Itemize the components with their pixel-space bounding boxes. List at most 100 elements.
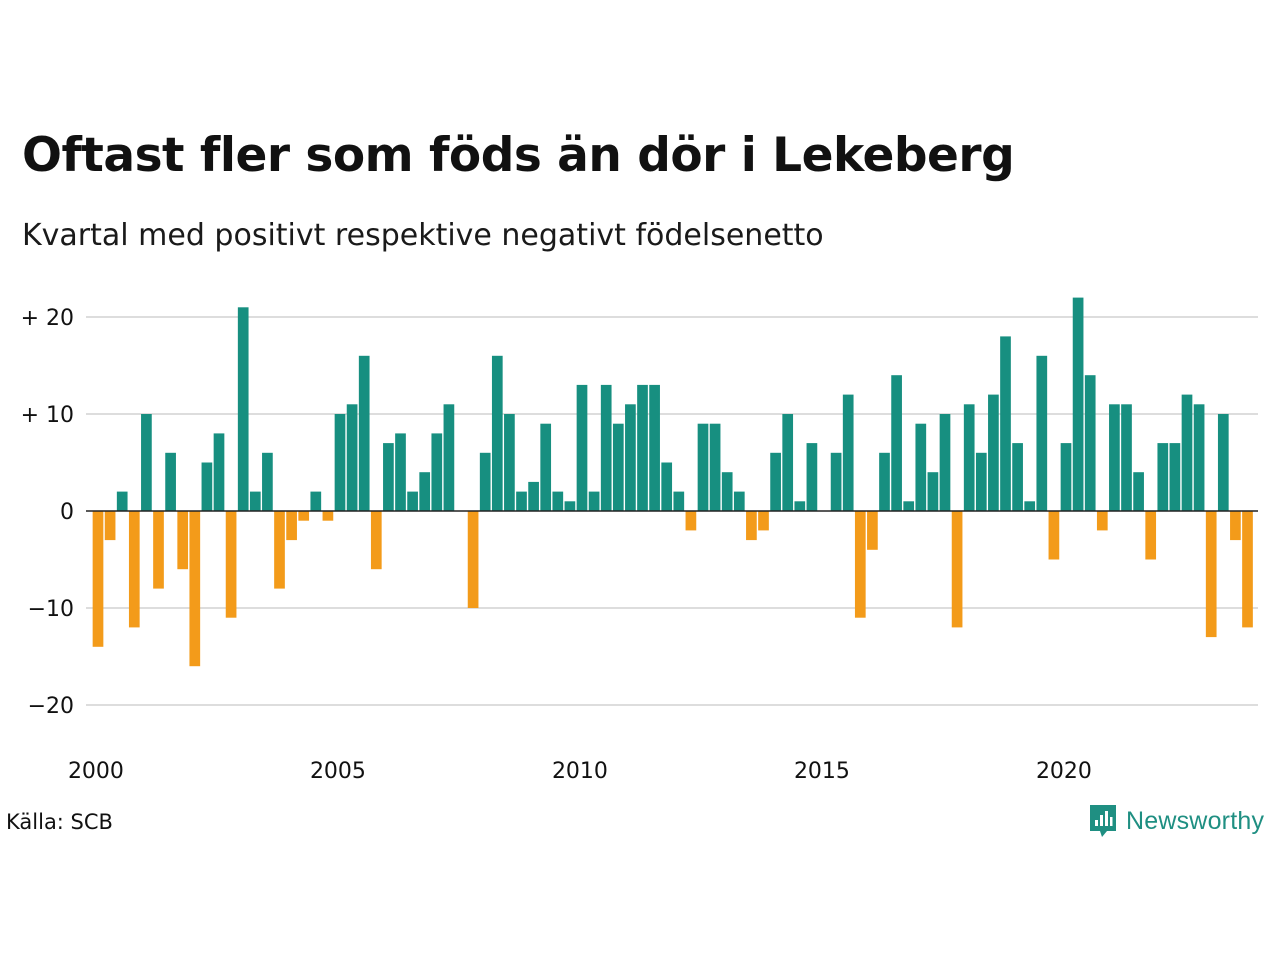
- bar-2003Q4: [274, 511, 285, 589]
- bar-2018Q2: [975, 452, 987, 511]
- bar-2008Q2: [491, 355, 503, 511]
- brand-logo[interactable]: Newsworthy: [1088, 803, 1264, 839]
- bar-2010Q2: [588, 491, 600, 511]
- bar-2023Q1: [1205, 511, 1217, 638]
- bar-2010Q1: [576, 384, 588, 511]
- bar-2021Q1: [1109, 404, 1120, 511]
- bar-2019Q2: [1024, 501, 1036, 511]
- bar-2010Q3: [600, 384, 612, 511]
- x-axis-tick-labels: 2000 2005 2010 2015 2020: [68, 759, 1092, 784]
- newsworthy-logo-icon: [1090, 805, 1116, 837]
- bar-2020Q4: [1096, 511, 1108, 531]
- bars: [92, 297, 1253, 667]
- bar-2023Q4: [1242, 511, 1253, 628]
- bar-2013Q2: [733, 491, 745, 511]
- x-tick-label: 2010: [552, 759, 608, 784]
- bar-2021Q2: [1121, 404, 1132, 511]
- bar-2004Q4: [322, 511, 334, 521]
- bar-2014Q1: [770, 452, 781, 511]
- bar-2009Q4: [564, 501, 576, 511]
- bar-2002Q2: [201, 462, 213, 511]
- bar-2004Q1: [286, 511, 297, 541]
- bar-2000Q1: [92, 511, 104, 647]
- bar-2012Q4: [709, 423, 721, 511]
- bar-2001Q4: [177, 511, 189, 570]
- bar-2005Q4: [370, 511, 382, 570]
- brand-name: Newsworthy: [1126, 806, 1265, 835]
- y-tick-label: −20: [28, 694, 74, 719]
- bar-2008Q1: [479, 452, 491, 511]
- bar-2000Q2: [104, 511, 116, 541]
- bar-2011Q3: [649, 384, 660, 511]
- bar-2012Q2: [685, 511, 697, 531]
- y-tick-label: + 20: [21, 306, 74, 331]
- bar-2018Q3: [988, 394, 999, 511]
- bar-2000Q4: [128, 511, 140, 628]
- bar-2023Q2: [1217, 414, 1229, 511]
- bar-2008Q4: [516, 491, 527, 511]
- bar-2017Q2: [927, 472, 939, 511]
- bar-2002Q1: [189, 511, 201, 667]
- bar-2005Q2: [346, 404, 358, 511]
- x-tick-label: 2005: [310, 759, 366, 784]
- bar-2009Q2: [540, 423, 552, 511]
- bar-2015Q4: [854, 511, 866, 618]
- bar-2009Q3: [552, 491, 564, 511]
- bar-2020Q1: [1060, 443, 1072, 511]
- bar-2007Q2: [443, 404, 455, 511]
- bar-2011Q2: [637, 384, 648, 511]
- bar-2006Q4: [419, 472, 431, 511]
- bar-2021Q3: [1133, 472, 1144, 511]
- bar-2011Q1: [625, 404, 636, 511]
- bar-2000Q3: [116, 491, 128, 511]
- bar-2004Q2: [298, 511, 310, 521]
- x-tick-label: 2000: [68, 759, 124, 784]
- bar-2017Q4: [951, 511, 963, 628]
- bar-2014Q2: [782, 414, 794, 511]
- bar-2004Q3: [310, 491, 322, 511]
- bar-2012Q1: [673, 491, 685, 511]
- bar-2017Q3: [939, 414, 951, 511]
- bar-2012Q3: [697, 423, 709, 511]
- bar-2022Q2: [1169, 443, 1181, 511]
- y-tick-label: 0: [60, 500, 74, 525]
- bar-2009Q1: [528, 481, 539, 511]
- bar-2003Q2: [249, 491, 261, 511]
- bar-2013Q4: [758, 511, 769, 531]
- bar-2015Q3: [842, 394, 854, 511]
- y-axis-tick-labels: + 20 + 10 0 −10 −20: [21, 306, 74, 719]
- bar-2014Q4: [806, 443, 818, 511]
- bar-2022Q3: [1181, 394, 1193, 511]
- bar-2005Q1: [334, 414, 346, 511]
- bar-2008Q3: [504, 414, 515, 511]
- bar-2014Q3: [794, 501, 806, 511]
- chart-title: Oftast fler som föds än dör i Lekeberg: [22, 128, 1015, 183]
- bar-2018Q4: [1000, 336, 1011, 511]
- grid-lines: [86, 316, 1258, 706]
- bar-2016Q1: [867, 511, 878, 550]
- bar-2005Q3: [358, 355, 370, 511]
- bar-2015Q2: [830, 452, 842, 511]
- bar-2022Q1: [1157, 443, 1169, 511]
- bar-2007Q4: [467, 511, 479, 608]
- x-tick-label: 2015: [794, 759, 850, 784]
- bar-2018Q1: [963, 404, 975, 511]
- bar-2007Q1: [431, 433, 443, 511]
- bar-2003Q3: [262, 452, 273, 511]
- bar-2020Q3: [1084, 375, 1096, 511]
- bar-2021Q4: [1145, 511, 1157, 560]
- bar-2002Q4: [225, 511, 237, 618]
- bar-2020Q2: [1072, 297, 1084, 511]
- bar-2003Q1: [237, 307, 249, 511]
- bar-2019Q3: [1036, 355, 1048, 511]
- bar-2016Q4: [903, 501, 915, 511]
- bar-2006Q2: [395, 433, 406, 511]
- x-tick-label: 2020: [1036, 759, 1092, 784]
- bar-2006Q1: [383, 443, 394, 511]
- bar-2016Q3: [891, 375, 902, 511]
- bar-2022Q4: [1193, 404, 1205, 511]
- bar-2001Q2: [153, 511, 164, 589]
- chart-subtitle: Kvartal med positivt respektive negativt…: [22, 218, 824, 253]
